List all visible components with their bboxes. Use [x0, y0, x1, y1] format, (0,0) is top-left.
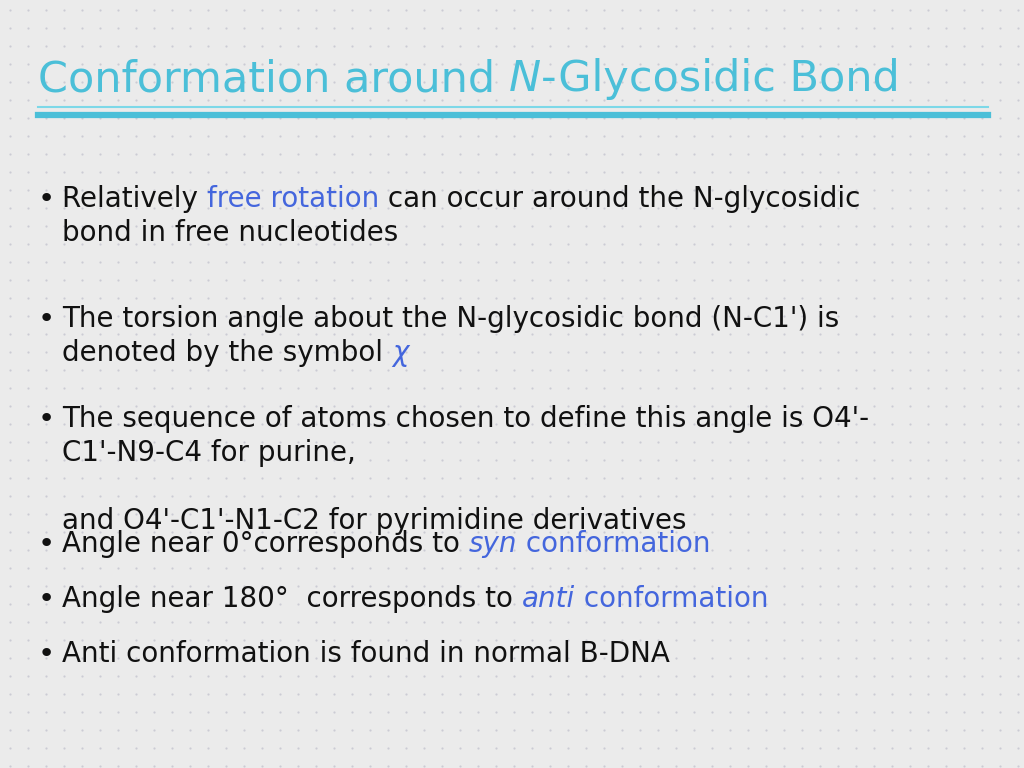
Text: syn: syn: [469, 530, 517, 558]
Text: •: •: [38, 530, 55, 558]
Text: anti: anti: [522, 585, 575, 613]
Text: conformation: conformation: [575, 585, 768, 613]
Text: conformation: conformation: [517, 530, 711, 558]
Text: Relatively: Relatively: [62, 185, 207, 213]
Text: Angle near 0°corresponds to: Angle near 0°corresponds to: [62, 530, 469, 558]
Text: •: •: [38, 305, 55, 333]
Text: C1'-N9-C4 for purine,: C1'-N9-C4 for purine,: [62, 439, 356, 467]
Text: -Glycosidic Bond: -Glycosidic Bond: [541, 58, 900, 100]
Text: free rotation: free rotation: [207, 185, 379, 213]
Text: Angle near 180°  corresponds to: Angle near 180° corresponds to: [62, 585, 522, 613]
Text: The sequence of atoms chosen to define this angle is O4'-: The sequence of atoms chosen to define t…: [62, 405, 869, 433]
Text: N: N: [509, 58, 541, 100]
Text: The torsion angle about the N-glycosidic bond (N-C1') is: The torsion angle about the N-glycosidic…: [62, 305, 840, 333]
Text: χ: χ: [392, 339, 409, 367]
Text: bond in free nucleotides: bond in free nucleotides: [62, 219, 398, 247]
Text: •: •: [38, 185, 55, 213]
Text: Anti conformation is found in normal B-DNA: Anti conformation is found in normal B-D…: [62, 640, 670, 668]
Text: •: •: [38, 585, 55, 613]
Text: •: •: [38, 640, 55, 668]
Text: denoted by the symbol: denoted by the symbol: [62, 339, 392, 367]
Text: •: •: [38, 405, 55, 433]
Text: can occur around the N-glycosidic: can occur around the N-glycosidic: [379, 185, 860, 213]
Text: and O4'-C1'-N1-C2 for pyrimidine derivatives: and O4'-C1'-N1-C2 for pyrimidine derivat…: [62, 507, 686, 535]
Text: Conformation around: Conformation around: [38, 58, 509, 100]
